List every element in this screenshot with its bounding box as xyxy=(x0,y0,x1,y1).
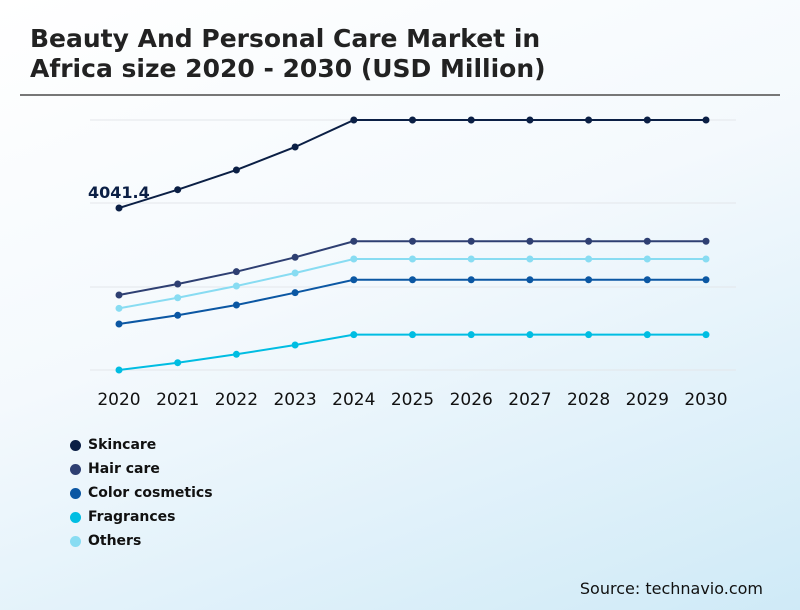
x-tick-label: 2029 xyxy=(626,390,669,410)
x-tick-label: 2027 xyxy=(508,390,551,410)
data-point xyxy=(409,255,416,263)
legend-label: Fragrances xyxy=(88,509,176,525)
data-point xyxy=(526,255,534,263)
legend-marker-icon xyxy=(70,511,81,523)
legend: Skincare Hair care Color cosmetics Fragranc… xyxy=(70,433,213,553)
x-tick-label: 2020 xyxy=(97,390,140,410)
data-point xyxy=(350,331,358,339)
data-point xyxy=(643,255,651,263)
legend-label: Skincare xyxy=(88,437,157,453)
x-tick-label: 2025 xyxy=(391,390,434,410)
data-point xyxy=(232,166,240,174)
series-line-color-cosmetics xyxy=(118,278,706,325)
x-tick-label: 2024 xyxy=(332,390,375,410)
data-point xyxy=(467,237,475,245)
legend-item: Others xyxy=(70,529,213,553)
title-line-2: Africa size 2020 - 2030 (USD Million) xyxy=(30,54,546,83)
data-point xyxy=(585,237,593,245)
legend-marker-icon xyxy=(70,439,81,451)
data-point xyxy=(702,331,710,339)
data-point xyxy=(467,116,475,124)
data-point xyxy=(350,255,358,263)
data-point xyxy=(643,116,651,124)
data-point xyxy=(291,341,299,349)
legend-label: Hair care xyxy=(88,461,160,477)
x-tick-label: 2030 xyxy=(684,390,727,410)
data-point xyxy=(115,291,123,299)
data-point xyxy=(232,268,240,276)
data-point xyxy=(409,237,416,245)
data-point xyxy=(291,289,299,297)
legend-item: Skincare xyxy=(70,433,213,457)
data-point xyxy=(174,311,182,319)
data-point xyxy=(232,282,240,290)
data-point xyxy=(115,320,123,328)
data-point xyxy=(526,116,534,124)
title-divider xyxy=(20,94,780,96)
data-point xyxy=(291,269,299,277)
data-point xyxy=(291,253,299,261)
data-point xyxy=(350,276,358,284)
data-point xyxy=(115,204,123,212)
data-point xyxy=(174,280,182,288)
data-point xyxy=(350,237,358,245)
data-point xyxy=(585,276,593,284)
data-point xyxy=(232,301,240,309)
x-tick-label: 2028 xyxy=(567,390,610,410)
data-point xyxy=(174,186,182,194)
data-point xyxy=(585,331,593,339)
data-point xyxy=(115,304,123,312)
legend-label: Others xyxy=(88,533,142,549)
data-point xyxy=(643,276,651,284)
data-point xyxy=(291,143,299,151)
data-point xyxy=(585,116,593,124)
x-tick-label: 2026 xyxy=(450,390,493,410)
data-point xyxy=(526,331,534,339)
legend-marker-icon xyxy=(70,487,81,499)
data-point xyxy=(409,116,416,124)
x-tick-label: 2022 xyxy=(215,390,258,410)
data-point xyxy=(643,331,651,339)
series-line-skincare xyxy=(118,119,706,209)
title-line-1: Beauty And Personal Care Market in xyxy=(30,24,541,53)
legend-item: Hair care xyxy=(70,457,213,481)
data-point xyxy=(702,276,710,284)
data-point xyxy=(467,255,475,263)
data-point xyxy=(585,255,593,263)
source-text: Source: technavio.com xyxy=(579,579,763,598)
chart-title: Beauty And Personal Care Market in Afric… xyxy=(30,24,546,84)
data-point xyxy=(526,276,534,284)
legend-item: Fragrances xyxy=(70,505,213,529)
series-line-others xyxy=(118,258,706,310)
data-point xyxy=(350,116,358,124)
data-point xyxy=(115,366,123,374)
data-point xyxy=(174,359,182,367)
data-point xyxy=(467,331,475,339)
data-point xyxy=(702,255,710,263)
x-tick-label: 2021 xyxy=(156,390,199,410)
legend-marker-icon xyxy=(70,463,81,475)
x-tick-label: 2023 xyxy=(273,390,316,410)
legend-marker-icon xyxy=(70,535,81,547)
data-point xyxy=(467,276,475,284)
data-point xyxy=(702,237,710,245)
data-point xyxy=(526,237,534,245)
data-point xyxy=(232,350,240,358)
data-point xyxy=(702,116,710,124)
data-point xyxy=(174,294,182,302)
data-label: 4041.4 xyxy=(88,183,150,202)
series-line-fragrances xyxy=(118,333,706,371)
legend-label: Color cosmetics xyxy=(88,485,213,501)
data-point xyxy=(409,331,416,339)
legend-item: Color cosmetics xyxy=(70,481,213,505)
data-point xyxy=(643,237,651,245)
data-point xyxy=(409,276,416,284)
